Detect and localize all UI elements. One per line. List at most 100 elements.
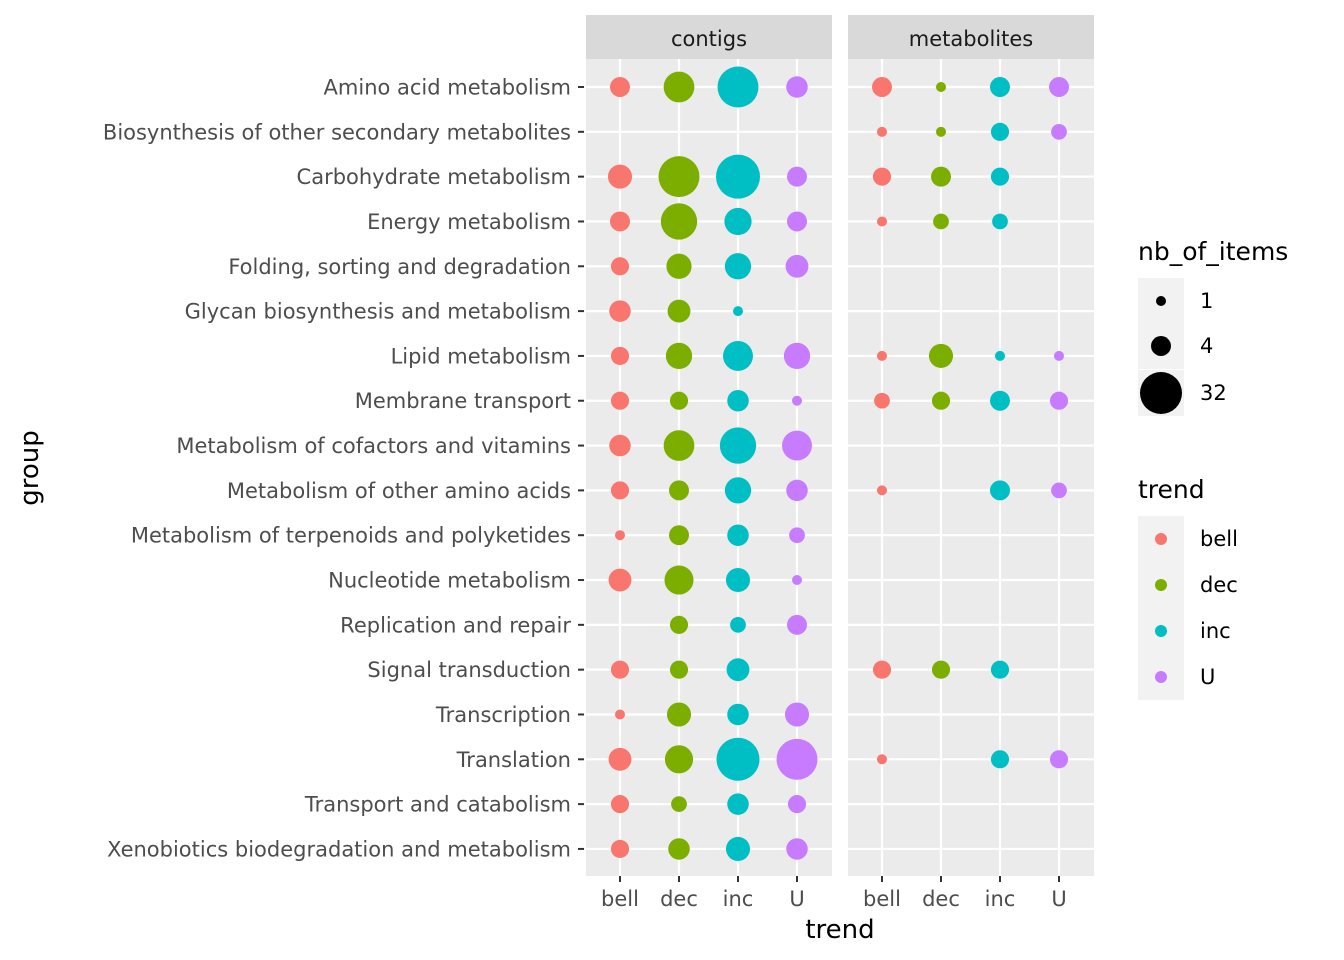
point-metabolites-bell (877, 216, 887, 227)
point-contigs-inc (726, 658, 750, 682)
point-metabolites-bell (872, 167, 892, 186)
y-tick-label: Nucleotide metabolism (328, 569, 571, 593)
point-contigs-inc (727, 793, 749, 815)
panel-background (848, 59, 1094, 876)
y-axis-title: group (15, 430, 45, 506)
point-contigs-dec (667, 299, 691, 323)
facet-strip (586, 15, 832, 59)
point-metabolites-dec (931, 166, 951, 187)
x-axis-title: trend (805, 915, 874, 945)
x-tick-label: bell (601, 887, 639, 911)
y-tick-label: Folding, sorting and degradation (228, 255, 571, 279)
point-contigs-bell (607, 164, 633, 189)
size-legend-label: 1 (1200, 289, 1213, 313)
point-contigs-dec (658, 156, 700, 198)
y-tick-label: Glycan biosynthesis and metabolism (185, 300, 571, 324)
color-legend-label: inc (1200, 619, 1231, 643)
point-contigs-bell (610, 839, 630, 858)
point-metabolites-inc (990, 77, 1010, 97)
point-contigs-inc (716, 737, 760, 781)
point-contigs-dec (666, 702, 692, 727)
point-metabolites-dec (931, 660, 951, 679)
point-metabolites-dec (933, 213, 949, 230)
point-contigs-inc (733, 306, 743, 317)
point-contigs-U (784, 702, 810, 727)
point-contigs-bell (610, 481, 630, 500)
point-contigs-U (786, 76, 808, 98)
y-tick-label: Biosynthesis of other secondary metaboli… (103, 120, 571, 144)
point-contigs-bell (608, 568, 632, 592)
point-metabolites-inc (990, 122, 1010, 141)
point-contigs-bell (609, 300, 631, 322)
color-legend-title: trend (1138, 475, 1205, 504)
point-contigs-inc (724, 253, 752, 280)
point-contigs-bell (609, 434, 631, 457)
point-metabolites-inc (990, 167, 1010, 186)
y-tick-label: Replication and repair (340, 613, 571, 637)
point-contigs-dec (669, 525, 689, 546)
point-contigs-dec (665, 342, 693, 370)
point-contigs-bell (608, 747, 632, 771)
point-metabolites-bell (877, 754, 887, 765)
x-tick-label: bell (863, 887, 901, 911)
point-contigs-dec (663, 71, 695, 103)
y-tick-label: Transcription (435, 703, 571, 727)
point-metabolites-bell (872, 77, 892, 97)
point-contigs-inc (727, 703, 749, 726)
point-metabolites-inc (995, 350, 1005, 361)
point-contigs-bell (610, 211, 630, 232)
point-metabolites-inc (990, 750, 1010, 769)
point-metabolites-U (1049, 750, 1069, 769)
y-tick-label: Carbohydrate metabolism (297, 165, 571, 189)
point-contigs-U (792, 395, 802, 406)
point-contigs-bell (610, 77, 630, 97)
point-metabolites-inc (990, 660, 1010, 679)
color-legend-point-inc (1155, 625, 1167, 637)
x-tick-label: U (1051, 887, 1066, 911)
point-contigs-inc (725, 567, 751, 593)
x-tick-label: dec (660, 887, 698, 911)
point-contigs-inc (723, 340, 753, 371)
point-contigs-U (783, 342, 811, 370)
color-legend-label: dec (1200, 573, 1238, 597)
point-contigs-dec (660, 203, 698, 240)
point-contigs-dec (663, 430, 695, 461)
point-metabolites-dec (928, 343, 954, 368)
point-metabolites-U (1054, 350, 1064, 361)
point-metabolites-U (1049, 77, 1069, 97)
size-legend-point (1151, 336, 1171, 356)
color-legend-point-bell (1155, 533, 1167, 545)
y-tick-label: Metabolism of other amino acids (227, 479, 571, 503)
point-contigs-inc (724, 207, 752, 236)
point-metabolites-inc (990, 480, 1010, 501)
point-metabolites-bell (877, 126, 887, 137)
point-contigs-bell (610, 660, 630, 679)
point-contigs-U (789, 527, 805, 544)
y-tick-label: Membrane transport (355, 389, 571, 413)
point-metabolites-U (1051, 482, 1067, 499)
facet-strip-label: metabolites (909, 27, 1033, 51)
size-legend-point (1140, 372, 1182, 414)
point-contigs-dec (669, 615, 689, 634)
y-tick-label: Translation (456, 748, 571, 772)
point-metabolites-U (1049, 391, 1069, 410)
y-tick-label: Signal transduction (367, 658, 571, 682)
y-tick-label: Metabolism of terpenoids and polyketides (131, 524, 571, 548)
y-tick-label: Metabolism of cofactors and vitamins (176, 434, 571, 458)
point-contigs-U (787, 166, 807, 187)
point-contigs-U (786, 479, 808, 502)
point-contigs-dec (671, 796, 687, 812)
size-legend-label: 4 (1200, 334, 1213, 358)
point-contigs-U (782, 430, 812, 461)
y-axis: Amino acid metabolism Biosynthesis of oth… (103, 76, 584, 861)
point-metabolites-inc (992, 213, 1008, 230)
size-legend-title: nb_of_items (1138, 237, 1288, 266)
point-contigs-dec (664, 565, 694, 595)
y-tick-label: Xenobiotics biodegradation and metabolis… (107, 837, 571, 861)
point-contigs-inc (725, 836, 751, 861)
y-tick-label: Transport and catabolism (304, 793, 571, 817)
x-tick-label: U (789, 887, 804, 911)
point-contigs-dec (669, 480, 689, 501)
